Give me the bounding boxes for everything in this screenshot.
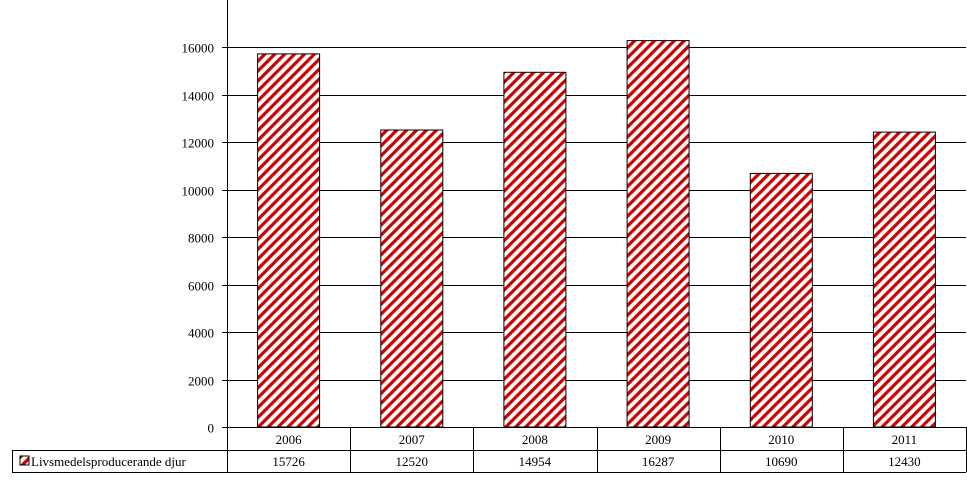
x-category-label: 2008	[522, 432, 548, 447]
bar-2009	[626, 40, 690, 428]
data-table-value: 12430	[888, 454, 921, 469]
gridlines	[227, 47, 966, 381]
data-table-value: 12520	[396, 454, 429, 469]
legend-swatch	[19, 455, 30, 466]
y-tick-label: 16000	[182, 41, 215, 56]
x-category-label: 2011	[892, 432, 918, 447]
y-tick-label: 10000	[182, 184, 215, 199]
data-table-value: 15726	[272, 454, 305, 469]
legend-series-label: Livsmedelsproducerande djur	[31, 454, 187, 469]
axes	[227, 0, 966, 472]
x-category-label: 2010	[768, 432, 794, 447]
data-table-value: 16287	[642, 454, 675, 469]
data-table: 2006 15726 2007 12520 2008 14954 2009 16287 2010…	[12, 427, 967, 473]
bar-2006	[257, 53, 321, 428]
x-category-label: 2006	[276, 432, 303, 447]
bar-2008	[503, 71, 567, 428]
y-tick-label: 8000	[188, 231, 214, 246]
data-table-value: 14954	[519, 454, 552, 469]
bar-2010	[749, 172, 813, 428]
x-category-label: 2007	[399, 432, 426, 447]
y-tick-label: 2000	[188, 374, 214, 389]
bar-2011	[872, 131, 936, 428]
y-tick-label: 4000	[188, 326, 214, 341]
y-tick-label: 12000	[182, 136, 215, 151]
y-tick-label: 6000	[188, 279, 214, 294]
y-tick-label: 14000	[182, 89, 215, 104]
data-table-value: 10690	[765, 454, 798, 469]
bar-2007	[380, 129, 444, 428]
y-tick-label: 0	[208, 421, 215, 436]
y-axis-ticks: 0 2000 4000 6000 8000 10000 12000 14000 16000	[182, 41, 227, 436]
bars	[257, 40, 936, 428]
x-category-label: 2009	[645, 432, 671, 447]
